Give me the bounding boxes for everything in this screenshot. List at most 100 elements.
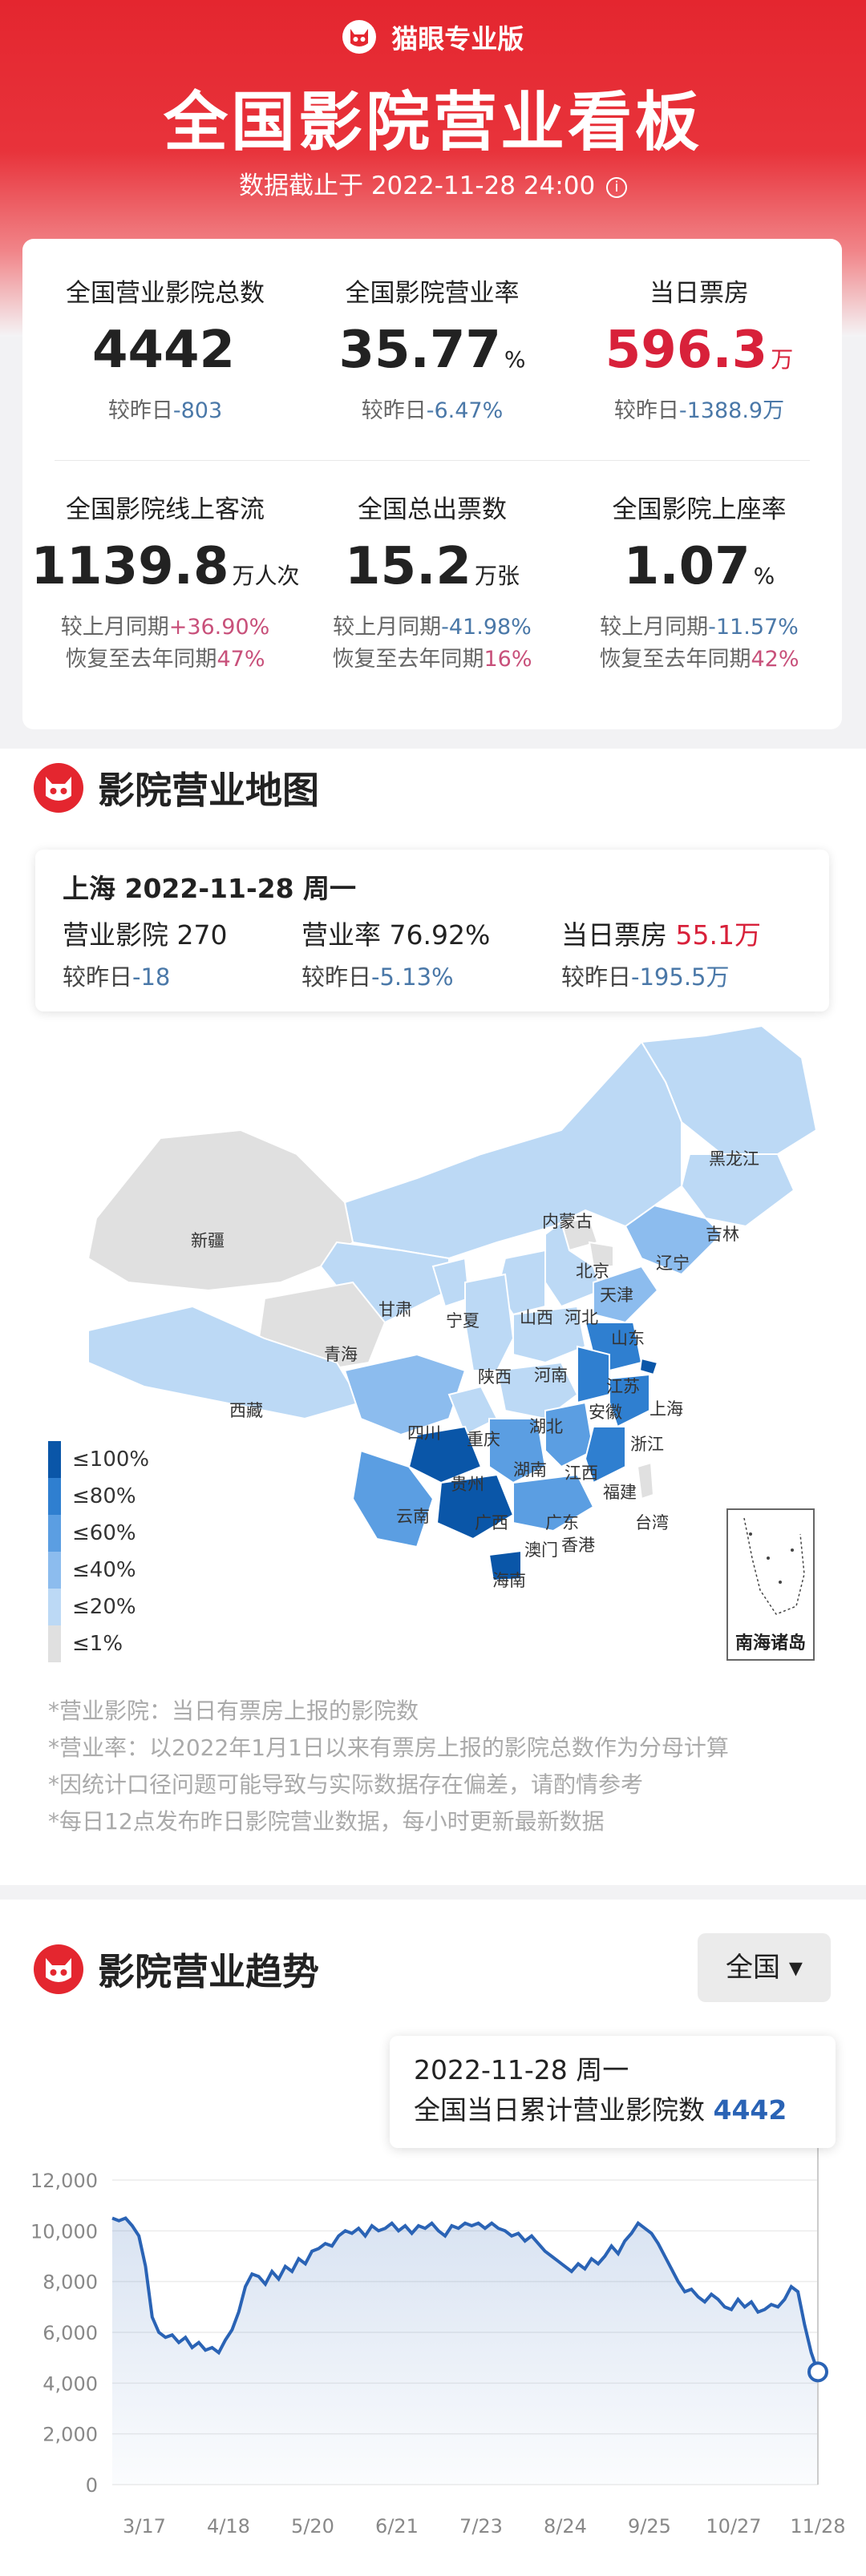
divider [55,460,810,461]
label-inner-mongolia: 内蒙古 [542,1212,593,1231]
label-hongkong: 香港 [561,1536,595,1555]
brand: 猫眼专业版 [0,18,866,56]
label-guangxi: 广西 [475,1513,508,1532]
x-tick-label: 11/28 [790,2515,845,2538]
province-rate-compare: 较昨日-5.13% [301,963,454,991]
maoyan-cat-icon [34,1944,83,1994]
stat-value: 35.77% [338,321,526,380]
label-beijing: 北京 [576,1262,609,1281]
label-qinghai: 青海 [324,1345,358,1364]
stat-label: 全国影院线上客流 [66,495,265,524]
info-icon[interactable]: i [606,176,628,198]
label-xinjiang: 新疆 [191,1231,225,1250]
x-tick-label: 6/21 [375,2515,419,2538]
region-taiwan [636,1461,655,1500]
national-stats-card: 全国营业影院总数 4442 较昨日-803 全国影院营业率 35.77% 较昨日… [22,239,842,729]
trend-area [112,2218,818,2485]
trend-line [111,2216,819,2372]
region-dropdown[interactable]: 全国 ▾ [698,1933,831,2002]
stat-open-rate: 全国影院营业率 35.77% 较昨日-6.47% [296,273,569,427]
region-zhejiang [609,1373,650,1428]
selected-point [807,2361,828,2383]
stat-label: 全国营业影院总数 [66,279,265,308]
label-shanxi: 山西 [520,1308,553,1327]
province-heading: 上海 2022-11-28 周一 [63,873,357,904]
label-anhui: 安徽 [589,1403,622,1422]
inset-label: 南海诸岛 [734,1633,806,1653]
stat-compare: 较上月同期-11.57% 恢复至去年同期42% [599,615,799,672]
province-open-rate: 营业率 76.92% [301,919,491,951]
brand-name: 猫眼专业版 [391,23,524,55]
label-jiangxi: 江西 [565,1464,598,1483]
label-tibet: 西藏 [229,1401,263,1420]
stat-compare: 较昨日-1388.9万 [613,398,785,423]
province-box-office: 当日票房 55.1万 [561,919,761,951]
label-sichuan: 四川 [407,1423,441,1443]
page-title: 全国影院营业看板 [164,85,702,159]
china-cinema-map[interactable]: 黑龙江 吉林 内蒙古 辽宁 新疆 北京 天津 甘肃 宁夏 山西 河北 青海 山东… [0,1018,866,1707]
region-anhui [577,1345,610,1404]
province-box-compare: 较昨日-195.5万 [561,963,730,991]
region-shandong [593,1265,659,1324]
region-guangxi [435,1473,515,1540]
region-tianjin [588,1241,614,1267]
label-jiangsu: 江苏 [606,1377,640,1396]
label-taiwan: 台湾 [635,1513,669,1532]
x-tick-label: 8/24 [544,2515,587,2538]
legend-item: ≤80% [48,1478,149,1515]
stat-label: 全国影院上座率 [612,495,787,524]
label-hebei: 河北 [565,1308,598,1327]
legend-item: ≤100% [48,1441,149,1478]
label-shaanxi: 陕西 [478,1367,512,1387]
province-open-compare: 较昨日-18 [63,963,171,991]
stat-value: 596.3 万 [605,321,794,380]
label-shanghai: 上海 [650,1399,683,1419]
region-hebei [544,1221,603,1308]
x-tick-label: 10/27 [706,2515,761,2538]
label-hunan: 湖南 [513,1460,547,1480]
stat-compare: 较上月同期+36.90% 恢复至去年同期47% [60,615,270,672]
region-sichuan [343,1353,467,1436]
legend-item: ≤1% [48,1625,149,1662]
region-yunnan [351,1449,435,1548]
y-tick-label: 8,000 [42,2271,98,2294]
region-hainan [488,1549,522,1582]
region-jiangxi [544,1401,595,1468]
label-hubei: 湖北 [529,1417,563,1436]
stat-compare: 较上月同期-41.98% 恢复至去年同期16% [332,615,532,672]
note-line: *每日12点发布昨日影院营业数据，每小时更新最新数据 [48,1808,605,1835]
region-guangdong [512,1473,595,1532]
stat-compare: 较昨日-6.47% [361,398,504,423]
y-tick-label: 4,000 [42,2372,98,2395]
region-hunan [488,1418,547,1484]
y-tick-label: 2,000 [42,2424,98,2446]
label-jilin: 吉林 [706,1225,739,1244]
label-macau: 澳门 [524,1540,558,1560]
stat-compare: 较昨日-803 [107,398,223,423]
label-heilongjiang: 黑龙江 [709,1149,759,1169]
label-zhejiang: 浙江 [630,1435,664,1454]
stat-value: 15.2 万张 [345,537,520,596]
x-tick-label: 5/20 [291,2515,334,2538]
note-line: *营业影院：当日有票房上报的影院数 [48,1698,419,1724]
tooltip-value: 全国当日累计营业影院数 4442 [414,2094,787,2126]
y-tick-label: 0 [86,2474,98,2497]
stat-value: 4442 [91,321,236,380]
label-gansu: 甘肃 [378,1300,412,1319]
legend-item: ≤20% [48,1589,149,1625]
stat-label: 当日票房 [650,279,749,308]
trend-chart[interactable]: 12,000 10,000 8,000 6,000 4,000 2,000 0 3/17 4/… [0,2148,866,2576]
map-section-title: 影院营业地图 [34,761,319,814]
caret-down-icon: ▾ [788,1952,803,1984]
legend-item: ≤40% [48,1552,149,1589]
stat-daily-box-office: 当日票房 596.3 万 较昨日-1388.9万 [563,273,836,427]
stat-value: 1139.8 万人次 [30,537,300,596]
map-legend: ≤100% ≤80% ≤60% ≤40% ≤20% ≤1% [48,1441,149,1662]
stat-label: 全国总出票数 [358,495,507,524]
label-henan: 河南 [534,1366,568,1385]
x-tick-label: 7/23 [459,2515,503,2538]
label-liaoning: 辽宁 [656,1254,690,1273]
y-tick-label: 12,000 [30,2170,98,2192]
province-open-cinemas: 营业影院 270 [63,919,228,951]
province-detail-card: 上海 2022-11-28 周一 营业影院 270 较昨日-18 营业率 76.… [35,850,829,1011]
